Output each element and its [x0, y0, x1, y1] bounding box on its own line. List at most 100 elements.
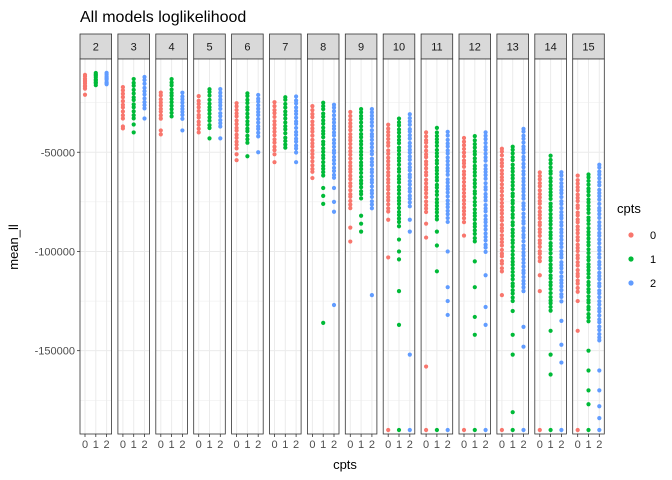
data-point: [245, 107, 250, 113]
data-point: [369, 159, 374, 165]
data-point: [575, 285, 580, 291]
y-axis: -50000 -100000 -150000: [35, 147, 80, 358]
data-point-outlier: [142, 116, 147, 121]
data-point: [424, 181, 429, 186]
data-point: [445, 169, 450, 174]
data-point: [218, 124, 223, 129]
data-point: [586, 207, 591, 212]
data-point-outlier: [424, 221, 429, 226]
data-point: [586, 319, 591, 324]
data-point-outlier: [521, 427, 526, 433]
data-point: [483, 238, 488, 243]
data-point: [369, 110, 374, 115]
data-point: [359, 132, 364, 137]
data-point: [499, 228, 504, 234]
data-point: [483, 220, 488, 225]
data-point: [499, 204, 504, 209]
data-point: [586, 286, 591, 292]
data-point: [272, 129, 277, 134]
data-point-outlier: [548, 352, 553, 357]
data-point-outlier: [586, 348, 591, 353]
x-tick-label: 2: [445, 439, 451, 451]
data-point: [424, 155, 429, 160]
data-point: [521, 161, 526, 167]
data-point: [331, 175, 337, 180]
data-point: [586, 264, 591, 270]
data-point-outlier: [559, 318, 564, 324]
data-point: [548, 201, 553, 206]
data-point: [169, 107, 174, 112]
data-point: [510, 262, 515, 268]
data-point: [510, 252, 515, 257]
legend-label: 2: [650, 278, 656, 290]
data-point: [483, 234, 488, 240]
data-point: [407, 129, 412, 134]
data-point: [499, 208, 504, 213]
data-point: [369, 137, 374, 143]
data-point: [321, 163, 326, 168]
data-point: [331, 150, 337, 156]
data-point: [597, 327, 602, 333]
data-point: [396, 191, 402, 196]
data-point: [294, 94, 299, 99]
data-point: [331, 158, 337, 163]
data-point: [499, 233, 504, 238]
data-point: [559, 181, 564, 186]
data-point: [521, 186, 526, 191]
data-point: [196, 126, 201, 131]
data-point: [472, 213, 477, 219]
data-point: [158, 116, 163, 121]
data-point: [142, 96, 147, 101]
data-point: [510, 244, 515, 250]
data-point: [472, 203, 477, 208]
x-tick-label: 1: [282, 439, 288, 451]
data-point: [386, 184, 391, 189]
data-point: [396, 137, 402, 143]
data-point: [510, 166, 515, 171]
data-point: [407, 182, 412, 187]
data-point: [331, 109, 337, 114]
facet-panel: 6 0 1 2: [231, 33, 264, 451]
data-point: [396, 195, 402, 200]
data-point: [294, 115, 299, 120]
data-point: [386, 140, 391, 145]
data-point: [445, 172, 450, 177]
facet-strip-label: 4: [169, 42, 175, 54]
data-point: [283, 109, 288, 114]
data-point: [434, 214, 439, 219]
data-point: [559, 194, 564, 200]
data-point: [120, 113, 125, 118]
data-point: [472, 239, 477, 244]
data-point: [461, 205, 467, 210]
data-point: [434, 161, 439, 166]
x-tick-label: 1: [472, 439, 478, 451]
data-point-outlier: [369, 293, 374, 298]
data-point: [597, 299, 602, 304]
data-point: [369, 199, 374, 204]
data-point: [575, 253, 580, 258]
data-point: [575, 227, 580, 232]
data-point: [180, 97, 185, 102]
data-point: [434, 192, 439, 197]
data-point: [445, 219, 450, 225]
data-point: [597, 169, 602, 174]
data-point: [407, 175, 412, 180]
data-point: [461, 194, 467, 199]
data-point: [483, 173, 488, 178]
data-point: [348, 188, 353, 193]
data-point: [196, 122, 201, 127]
data-point-outlier: [434, 427, 439, 433]
data-point: [158, 100, 163, 105]
data-point: [586, 275, 591, 280]
y-tick-label: -100000: [35, 246, 75, 258]
data-point: [272, 114, 277, 120]
data-point-outlier: [321, 185, 326, 191]
facet-strip-label: 14: [544, 42, 556, 54]
facet-panel: 120 1 2: [458, 33, 492, 451]
data-point: [396, 158, 402, 164]
data-point: [537, 227, 542, 232]
data-point: [169, 83, 174, 88]
data-point: [521, 257, 526, 262]
data-point: [386, 202, 391, 207]
data-point: [548, 262, 553, 267]
